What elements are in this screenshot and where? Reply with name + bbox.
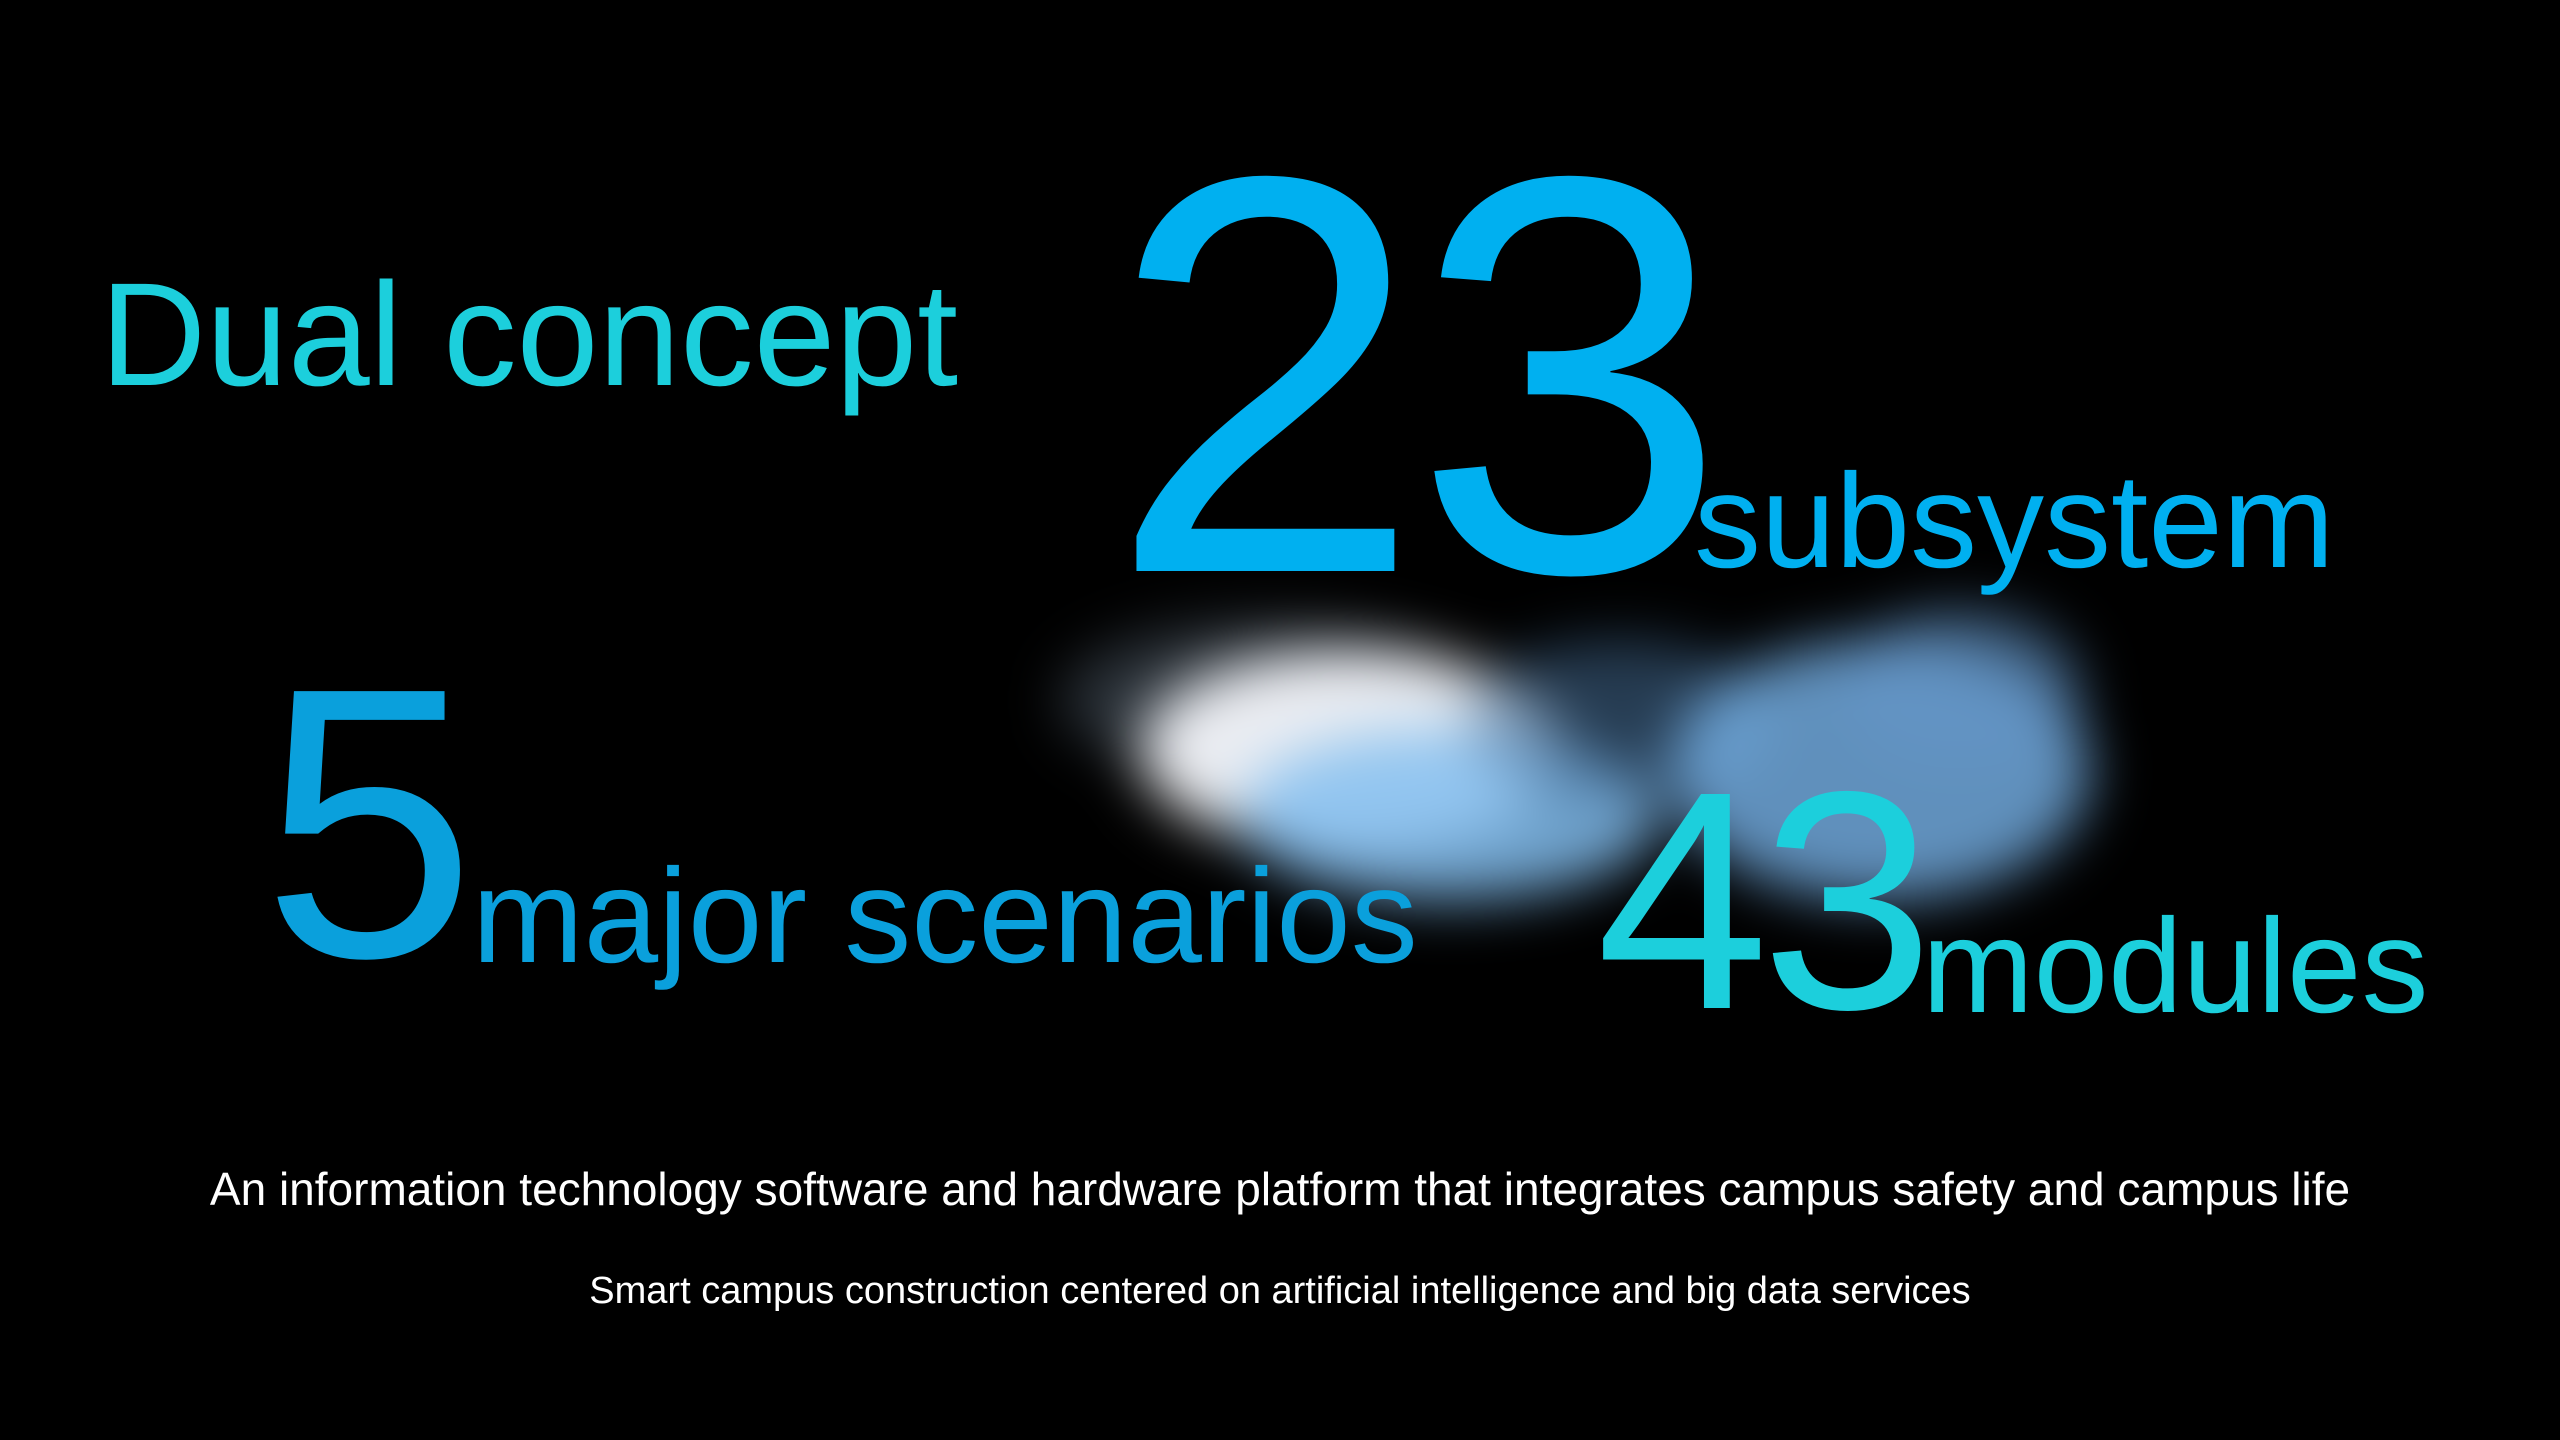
modules-label: modules bbox=[1922, 892, 2429, 1041]
scenarios-label: major scenarios bbox=[472, 842, 1418, 991]
cloud-graphic bbox=[1020, 580, 2120, 960]
subsystem-label: subsystem bbox=[1694, 447, 2335, 596]
scenarios-count: 5 bbox=[262, 607, 477, 1038]
dual-concept-heading: Dual concept bbox=[100, 253, 959, 417]
smart-campus-caption: Smart campus construction centered on ar… bbox=[589, 1270, 1971, 1312]
platform-caption: An information technology software and h… bbox=[209, 1163, 2351, 1215]
subsystem-count: 23 bbox=[1108, 59, 1728, 691]
modules-count: 43 bbox=[1596, 726, 1934, 1074]
